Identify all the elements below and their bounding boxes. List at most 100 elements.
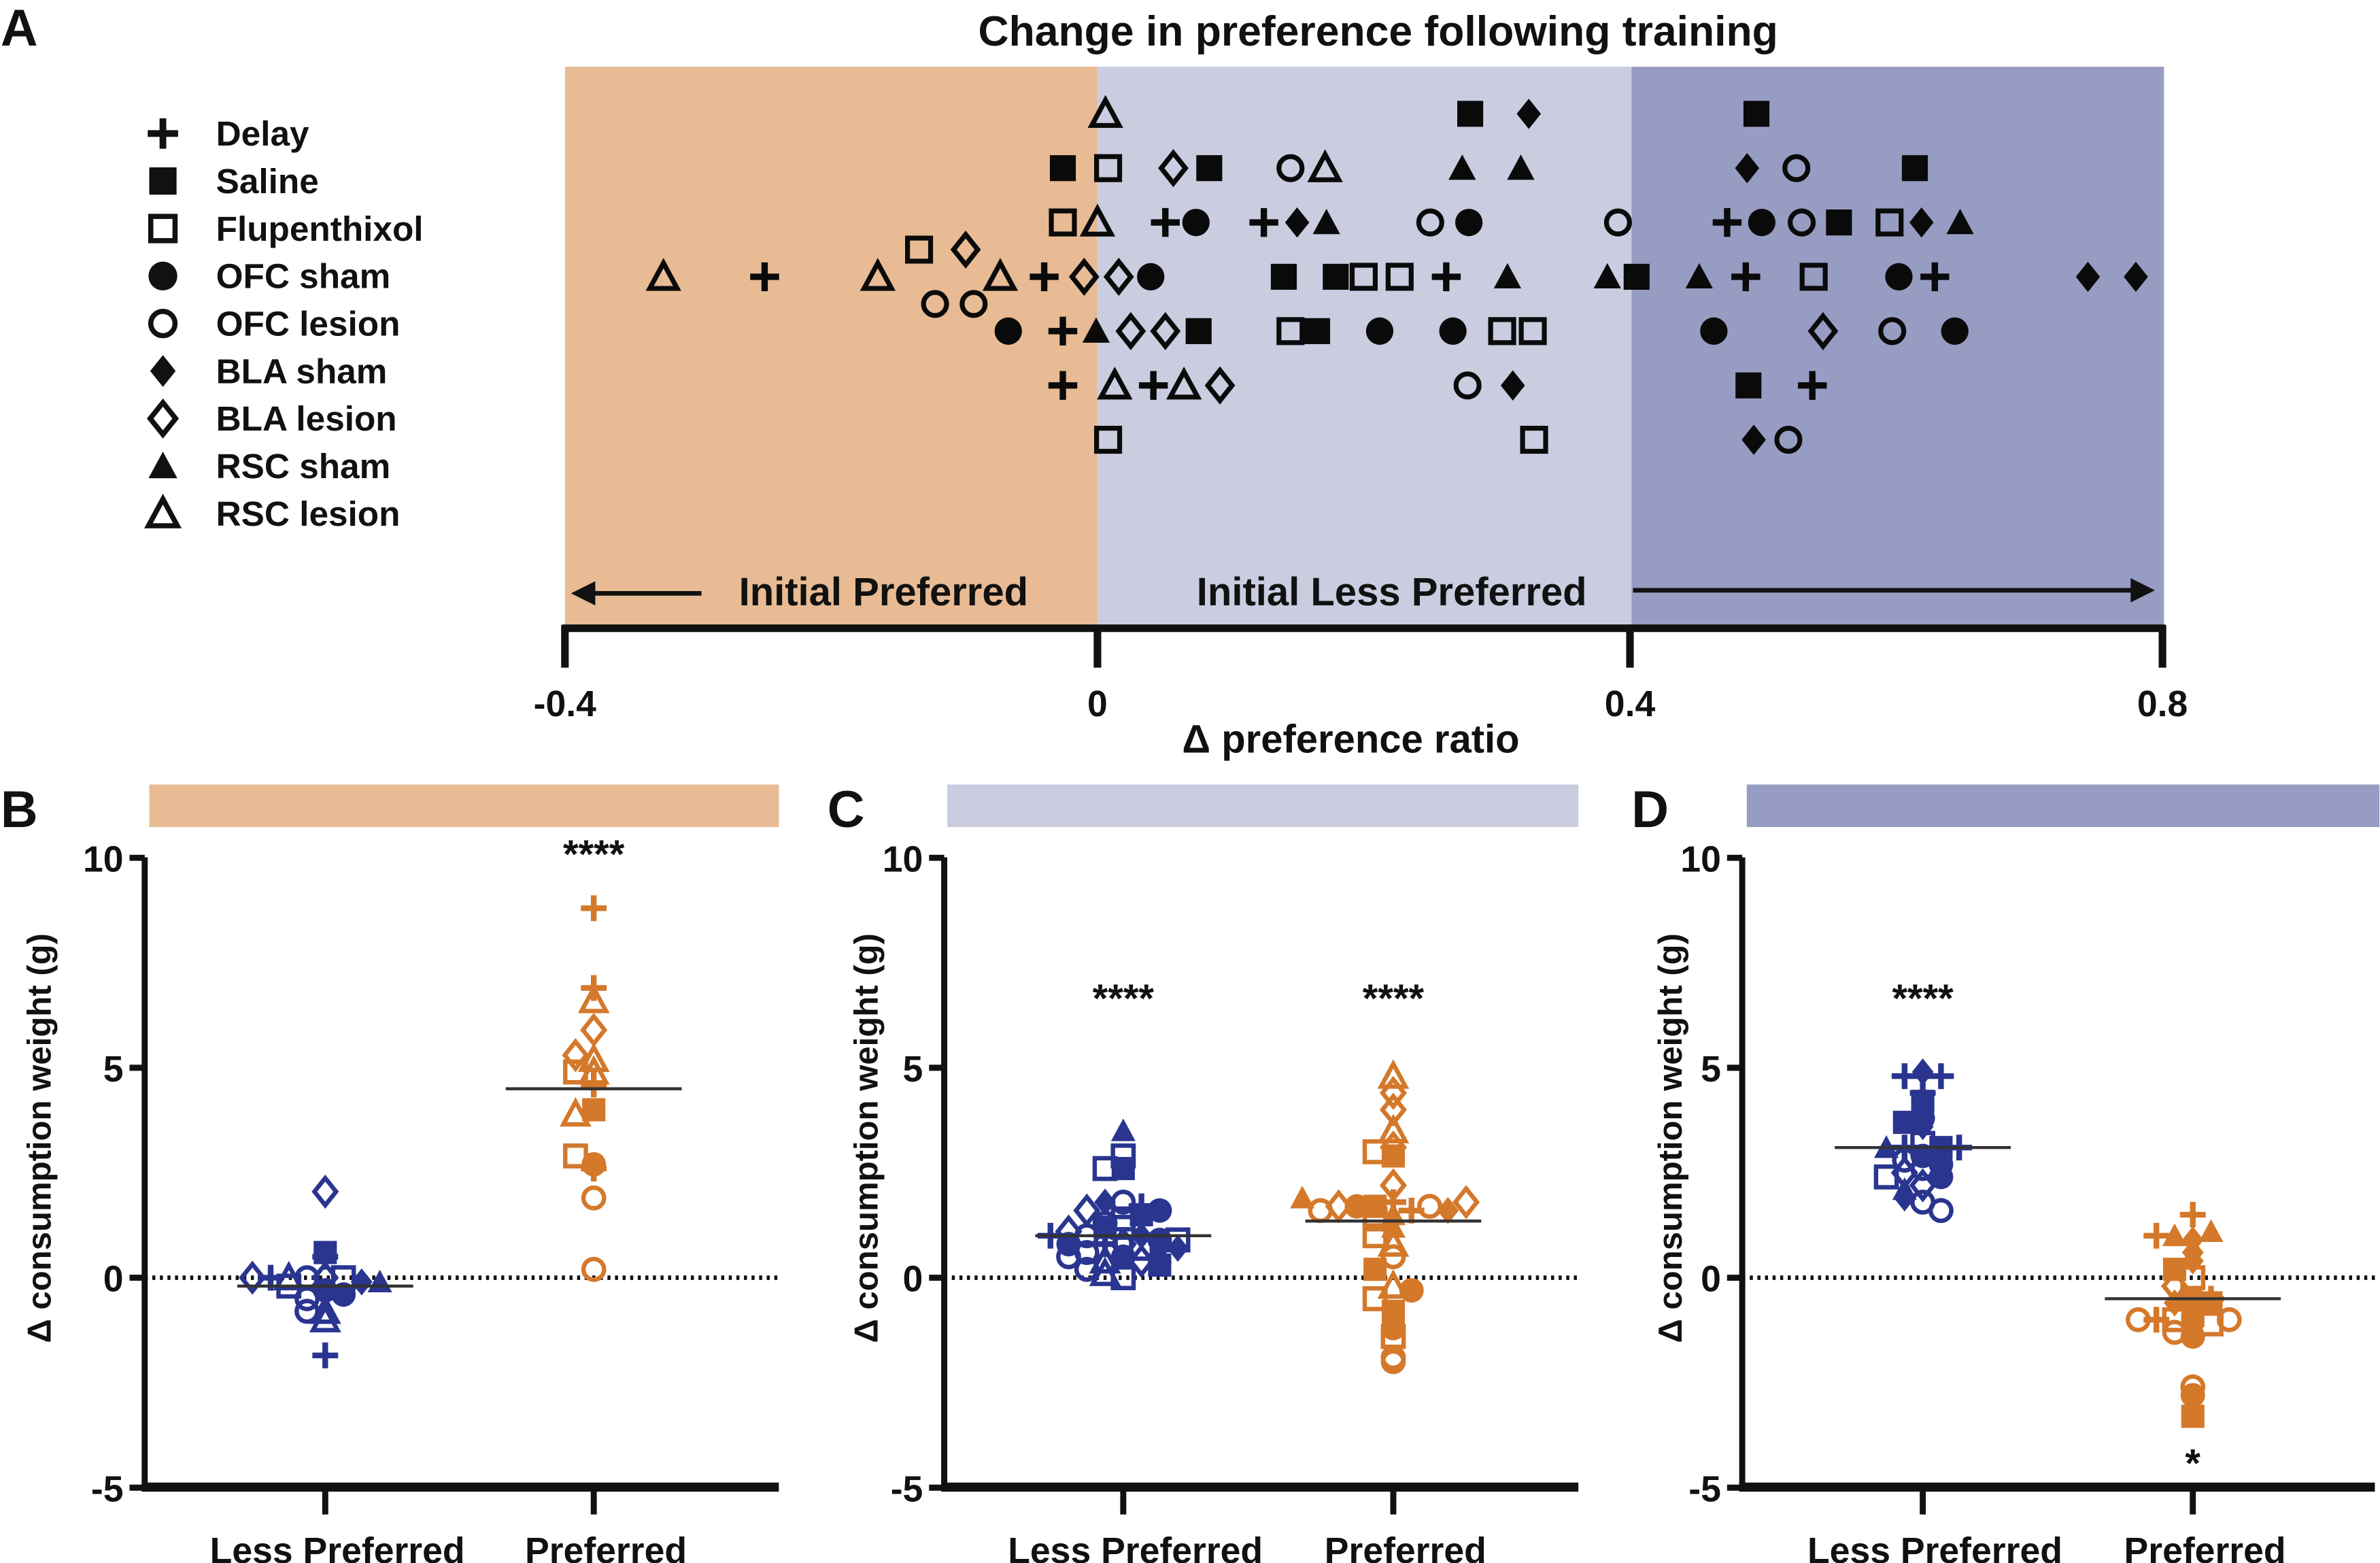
triangle-icon [1307, 149, 1343, 182]
data-point [294, 1298, 320, 1324]
data-point [1909, 1168, 1937, 1203]
y-axis-label: Δ consumption weight (g) [848, 933, 885, 1343]
square-icon [1196, 155, 1223, 182]
square-icon [1323, 263, 1349, 290]
legend-label: RSC sham [216, 447, 391, 486]
data-point [1909, 207, 1934, 238]
triangle-icon [577, 1042, 610, 1073]
legend: Delay Saline Flupenthixol OFC sham OFC lesio… [144, 114, 424, 533]
data-point [1735, 372, 1762, 399]
data-point [1892, 1111, 1916, 1135]
triangle-open-marker [144, 493, 182, 528]
x-tick-label: 0 [1087, 684, 1108, 724]
square-icon [1385, 263, 1414, 291]
plus-icon [312, 1342, 339, 1368]
x-tick-label: Preferred [525, 1531, 687, 1563]
legend-item: RSC lesion [144, 493, 400, 533]
square-icon [1049, 155, 1076, 182]
y-tick-label: -5 [1688, 1469, 1721, 1509]
triangle-icon [1507, 154, 1535, 180]
diamond-open-marker [146, 398, 180, 439]
data-point [1379, 1092, 1408, 1127]
x-tick-label: Preferred [2124, 1531, 2286, 1563]
circle-icon [959, 290, 988, 318]
plus-icon [1731, 262, 1761, 292]
y-axis-label: Δ consumption weight (g) [21, 933, 58, 1343]
square-icon [1381, 1144, 1406, 1168]
data-point [2198, 1219, 2224, 1242]
plus-icon [581, 895, 607, 922]
legend-label: Flupenthixol [216, 209, 424, 248]
diamond-icon [1167, 1234, 1189, 1262]
data-point [2143, 1222, 2170, 1249]
triangle-icon [1377, 1269, 1410, 1299]
y-tick-label: 10 [83, 839, 124, 879]
triangle-filled-marker [148, 451, 177, 479]
data-point [1110, 1118, 1136, 1141]
data-point [1741, 424, 1766, 455]
data-point [1377, 1113, 1410, 1144]
data-point [581, 895, 607, 922]
square-icon [1826, 209, 1852, 236]
series-preferred: **** [1290, 977, 1482, 1375]
triangle-icon [1089, 1244, 1121, 1274]
legend-item: Saline [149, 162, 319, 201]
square-icon [1901, 155, 1928, 182]
square-icon [1457, 101, 1484, 127]
panel-a-points [645, 95, 2148, 455]
square-icon [1488, 317, 1516, 346]
triangle-icon [1082, 317, 1110, 343]
data-point [1928, 1198, 1954, 1224]
data-point [950, 230, 981, 269]
circle-icon [994, 317, 1022, 345]
data-point [1500, 370, 1525, 401]
data-point [1307, 149, 1343, 182]
data-point [1094, 1188, 1116, 1216]
series-less-preferred: **** [1035, 977, 1212, 1290]
legend-item: OFC sham [148, 257, 390, 296]
circle-icon [294, 1298, 320, 1324]
data-point [1399, 1278, 1424, 1303]
square-icon [1349, 263, 1378, 291]
square-icon [1362, 1286, 1388, 1311]
data-point [1182, 208, 1210, 237]
diamond-icon [2181, 1239, 2204, 1266]
data-point [1147, 1240, 1172, 1263]
data-point [1079, 203, 1116, 237]
data-point [905, 235, 934, 264]
y-tick-label: 0 [903, 1260, 923, 1300]
data-point [1431, 262, 1461, 292]
circle-icon [1380, 1349, 1406, 1375]
legend-label: BLA lesion [216, 399, 397, 438]
data-point [577, 984, 610, 1013]
circle-icon [1455, 208, 1483, 237]
data-point [1056, 1244, 1081, 1270]
data-point [1946, 208, 1974, 235]
circle-icon [1380, 1244, 1406, 1270]
data-point [1623, 263, 1650, 290]
band-initial-preferred [564, 67, 1098, 628]
triangle-icon [1110, 1118, 1136, 1141]
circle-icon [1056, 1244, 1081, 1270]
circle-icon [1928, 1152, 1954, 1177]
circle-icon [1782, 154, 1811, 182]
square-icon [1362, 1223, 1388, 1249]
data-point [1074, 1256, 1100, 1282]
region-label-less-preferred: Initial Less Preferred [1197, 570, 1587, 614]
circle-icon [1774, 426, 1803, 454]
diamond-icon [950, 230, 981, 269]
data-point [1603, 208, 1632, 237]
y-tick-label: 0 [1701, 1260, 1721, 1300]
series-less-preferred: **** [1835, 977, 2011, 1224]
square-icon [1623, 263, 1650, 290]
circle-icon [1439, 317, 1467, 345]
panel-d: D 10 5 0 -5 Δ consumption weight (g) Less Pref… [1631, 781, 2380, 1563]
data-point [1381, 1144, 1406, 1168]
triangle-icon [1593, 263, 1621, 289]
data-point [1137, 263, 1165, 291]
circle-filled-marker [148, 261, 177, 291]
square-icon [1092, 1156, 1118, 1181]
data-point [1377, 1227, 1410, 1257]
legend-label: Saline [216, 162, 319, 201]
square-icon [1799, 263, 1828, 291]
